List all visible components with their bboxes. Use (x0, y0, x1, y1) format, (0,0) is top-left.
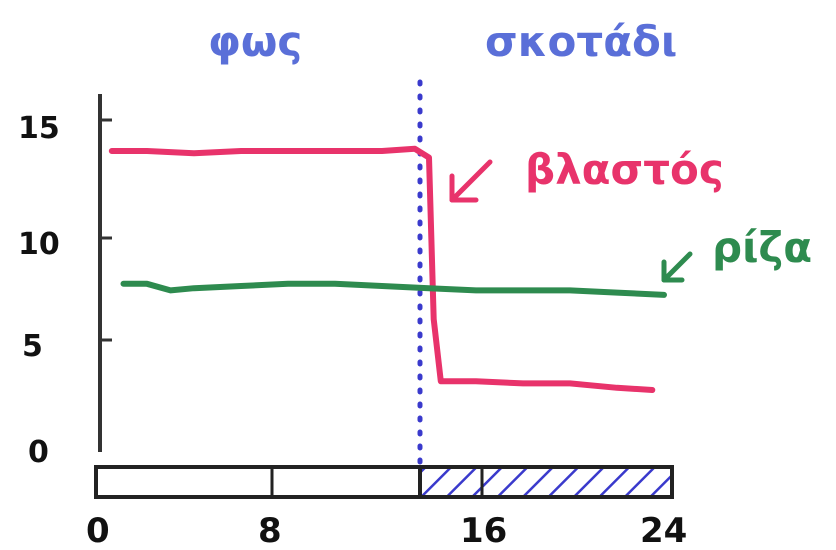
y-tick-label-5: 5 (22, 329, 43, 364)
x-tick-label-8: 8 (258, 511, 282, 550)
x-tick-label-24: 24 (640, 511, 687, 550)
shoot-series-line (108, 145, 656, 393)
dark-period-bar (418, 465, 674, 499)
y-tick-label-0: 0 (28, 435, 49, 470)
light-period-bar (94, 465, 422, 499)
y-tick-label-15: 15 (18, 111, 60, 146)
shoot-arrow-icon (449, 159, 493, 203)
x-tick-label-0: 0 (86, 511, 110, 550)
x-tick-label-16: 16 (460, 511, 507, 550)
y-tick-label-10: 10 (18, 227, 60, 262)
shoot-series-label: βλαστός (525, 145, 724, 194)
root-series-line (120, 280, 667, 298)
light-period-label: φως (208, 17, 302, 66)
root-arrow-icon (661, 251, 693, 283)
root-series-label: ρίζα (712, 223, 812, 272)
dark-period-label: σκοτάδι (485, 17, 677, 66)
